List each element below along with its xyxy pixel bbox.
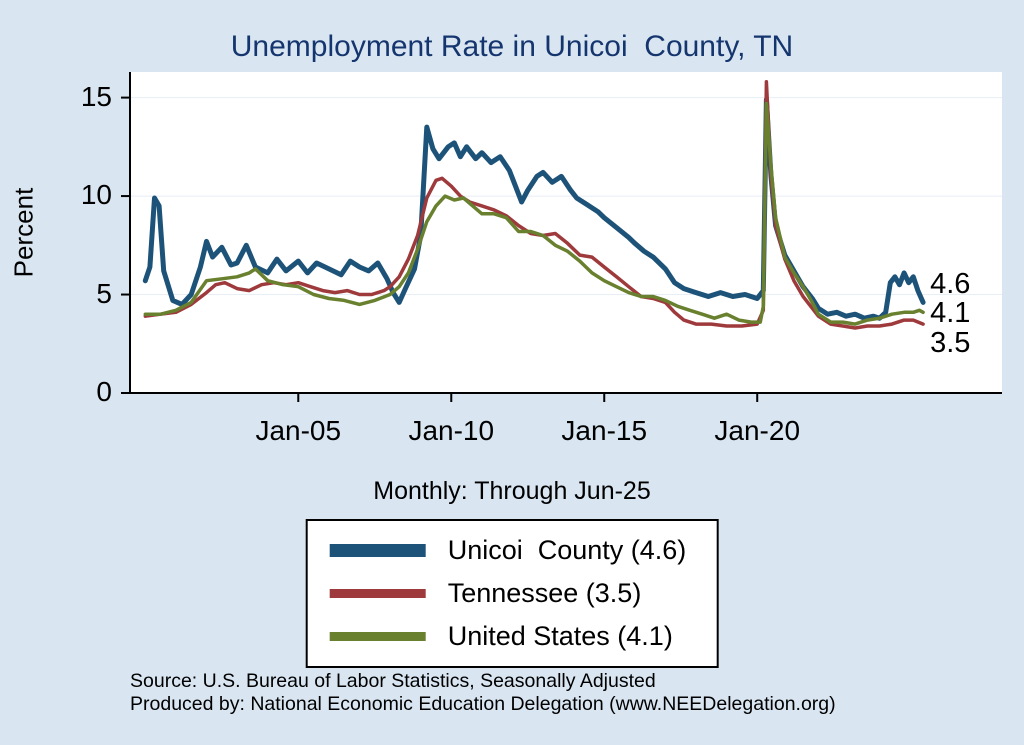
series-line-united-states <box>143 101 925 326</box>
legend-label-united-states: United States (4.1) <box>447 621 673 651</box>
chart-subtitle: Monthly: Through Jun-25 <box>373 477 651 505</box>
x-tick-label: Jan-10 <box>408 415 495 446</box>
legend-row-united-states: United States (4.1) <box>329 619 687 654</box>
source-notes: Source: U.S. Bureau of Labor Statistics,… <box>130 670 836 716</box>
y-axis-label: Percent <box>8 187 39 278</box>
legend-swatch-united-states <box>329 632 426 641</box>
end-value-label: 4.6 <box>930 267 971 300</box>
end-value-label: 3.5 <box>930 326 971 359</box>
x-tick-label: Jan-05 <box>255 415 342 446</box>
x-tick-label: Jan-15 <box>561 415 648 446</box>
legend-swatch-tennessee <box>329 589 426 598</box>
y-tick-label: 5 <box>96 277 112 309</box>
legend: Unicoi County (4.6) Tennessee (3.5) Unit… <box>305 519 719 668</box>
plot-svg <box>121 72 1002 402</box>
legend-label-unicoi: Unicoi County (4.6) <box>447 535 687 565</box>
legend-row-unicoi: Unicoi County (4.6) <box>329 533 687 568</box>
y-tick-label: 0 <box>96 376 112 407</box>
end-value-label: 4.1 <box>930 297 971 330</box>
chart-title: Unemployment Rate in Unicoi County, TN <box>230 30 794 63</box>
legend-swatch-unicoi <box>329 544 426 557</box>
x-tick-label: Jan-20 <box>714 415 801 446</box>
produced-by-note: Produced by: National Economic Education… <box>130 693 836 715</box>
legend-row-tennessee: Tennessee (3.5) <box>329 576 687 611</box>
series-line-unicoi-county <box>142 97 926 321</box>
legend-label-tennessee: Tennessee (3.5) <box>447 578 642 608</box>
y-tick-label: 10 <box>80 179 112 211</box>
source-note: Source: U.S. Bureau of Labor Statistics,… <box>130 670 656 692</box>
y-tick-label: 15 <box>80 80 112 112</box>
